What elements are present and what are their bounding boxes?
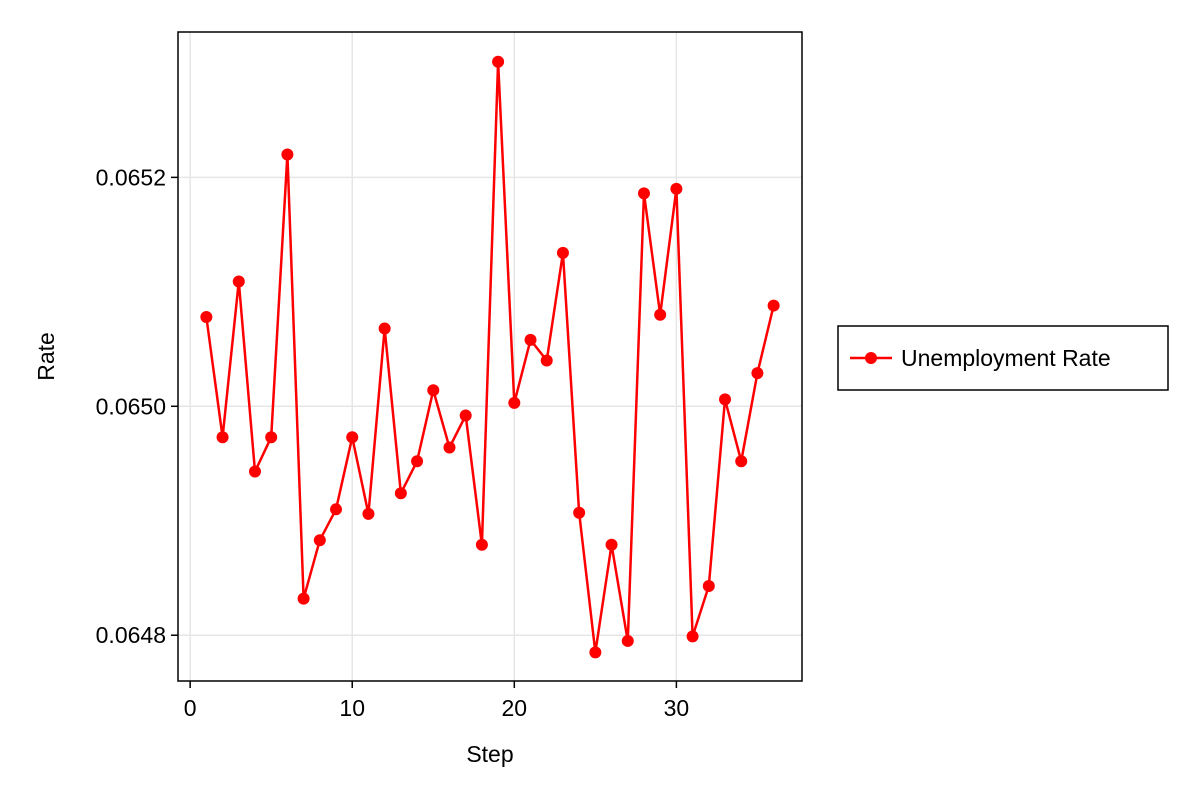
data-point (459, 409, 472, 422)
data-point (702, 579, 715, 592)
data-point (719, 393, 732, 406)
data-point (589, 646, 602, 659)
data-point (313, 534, 326, 547)
data-point (200, 311, 213, 324)
y-tick-label: 0.0650 (96, 393, 166, 419)
data-point (654, 308, 667, 321)
data-point (605, 538, 618, 551)
series-line-unemployment-rate (205, 60, 775, 654)
data-point (427, 384, 440, 397)
data-point (573, 506, 586, 519)
y-tick-label: 0.0648 (96, 622, 166, 648)
y-axis-label: Rate (33, 332, 59, 381)
data-point (297, 592, 310, 605)
grid-lines (178, 32, 802, 681)
data-point (524, 333, 537, 346)
data-point (751, 367, 764, 380)
data-point (378, 322, 391, 335)
data-point (767, 299, 780, 312)
data-point (394, 487, 407, 500)
y-axis-ticks: 0.0648 0.0650 0.0652 (96, 164, 178, 648)
legend-box (837, 325, 1169, 391)
data-point (475, 538, 488, 551)
data-point (621, 634, 634, 647)
data-point (492, 55, 505, 68)
data-point (556, 246, 569, 259)
data-point (248, 465, 261, 478)
data-point (443, 441, 456, 454)
data-point (637, 187, 650, 200)
legend-entry-unemployment-rate: Unemployment Rate (901, 345, 1111, 371)
x-tick-label: 0 (184, 695, 197, 721)
y-tick-label: 0.0652 (96, 164, 166, 190)
data-point (670, 182, 683, 195)
data-point (411, 455, 424, 468)
data-point (232, 275, 245, 288)
legend-marker-swatch (865, 352, 877, 364)
data-point (216, 431, 229, 444)
x-axis-label: Step (466, 741, 513, 767)
legend: Unemployment Rate (837, 325, 1169, 391)
x-axis-ticks: 0 10 20 30 (184, 681, 689, 721)
data-point (508, 396, 521, 409)
data-point (686, 630, 699, 643)
data-point (330, 503, 343, 516)
data-point (362, 507, 375, 520)
data-point (540, 354, 553, 367)
x-tick-label: 30 (664, 695, 690, 721)
data-point (281, 148, 294, 161)
data-point (735, 455, 748, 468)
x-tick-label: 10 (339, 695, 365, 721)
series-layer (200, 55, 780, 659)
x-tick-label: 20 (502, 695, 528, 721)
data-point (346, 431, 359, 444)
data-point (265, 431, 278, 444)
plot-frame (177, 31, 803, 682)
